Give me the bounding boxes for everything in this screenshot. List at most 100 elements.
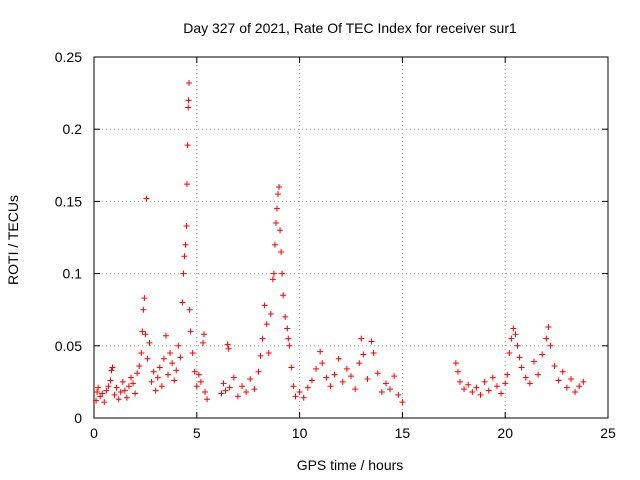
data-point-marker (142, 331, 149, 338)
data-point-marker (243, 389, 250, 396)
data-point-marker (360, 351, 367, 358)
data-point-marker (165, 371, 172, 378)
data-point-marker (469, 389, 476, 396)
data-point-marker (516, 354, 523, 361)
data-point-marker (391, 373, 398, 380)
data-point-marker (103, 387, 110, 394)
data-point-marker (539, 351, 546, 358)
data-point-marker (282, 313, 289, 320)
data-point-marker (370, 350, 377, 357)
data-point-marker (226, 384, 233, 391)
data-point-marker (94, 389, 101, 396)
data-point-marker (576, 383, 583, 390)
data-point-marker (465, 381, 472, 388)
y-tick-label: 0.1 (63, 266, 83, 282)
axis-ticks (93, 56, 609, 419)
data-point-marker (358, 335, 365, 342)
data-point-marker (563, 384, 570, 391)
data-point-marker (121, 387, 128, 394)
data-point-marker (257, 352, 264, 359)
data-point-marker (485, 387, 492, 394)
data-point-marker (265, 350, 272, 357)
data-point-marker (559, 368, 566, 375)
data-point-marker (101, 399, 108, 406)
data-points (93, 79, 587, 406)
data-point-marker (255, 368, 262, 375)
data-point-marker (202, 389, 209, 396)
data-point-marker (280, 292, 287, 299)
data-point-marker (399, 399, 406, 406)
data-point-marker (572, 389, 579, 396)
data-point-marker (378, 389, 385, 396)
data-point-marker (239, 383, 246, 390)
data-point-marker (275, 191, 282, 198)
data-point-marker (199, 339, 206, 346)
x-tick-label: 25 (600, 425, 616, 441)
data-point-marker (180, 270, 187, 277)
data-point-marker (119, 378, 126, 385)
data-point-marker (526, 380, 533, 387)
data-point-marker (183, 222, 190, 229)
data-point-marker (123, 394, 130, 401)
data-point-marker (387, 386, 394, 393)
data-point-marker (225, 345, 232, 352)
data-point-marker (251, 386, 258, 393)
data-point-marker (181, 253, 188, 260)
x-tick-label: 0 (90, 425, 98, 441)
data-point-marker (171, 377, 178, 384)
data-point-marker (374, 370, 381, 377)
plot-frame (93, 56, 609, 419)
x-tick-label: 20 (497, 425, 513, 441)
data-point-marker (502, 380, 509, 387)
data-point-marker (183, 181, 190, 188)
y-tick-label: 0 (74, 410, 82, 426)
data-point-marker (284, 325, 291, 332)
data-point-marker (141, 295, 148, 302)
data-point-marker (278, 248, 285, 255)
data-point-marker (276, 183, 283, 190)
data-point-marker (335, 355, 342, 362)
data-point-marker (111, 391, 118, 398)
data-point-marker (395, 391, 402, 398)
data-point-marker (580, 378, 587, 385)
data-point-marker (186, 306, 193, 313)
data-point-marker (308, 377, 315, 384)
data-point-marker (454, 368, 461, 375)
data-point-marker (162, 332, 169, 339)
data-point-marker (132, 390, 139, 397)
data-point-marker (113, 384, 120, 391)
data-point-marker (489, 374, 496, 381)
data-point-marker (144, 355, 151, 362)
data-point-marker (547, 342, 554, 349)
data-point-marker (259, 335, 266, 342)
data-point-marker (138, 350, 145, 357)
data-point-marker (285, 335, 292, 342)
data-point-marker (107, 377, 114, 384)
data-point-marker (339, 378, 346, 385)
data-point-marker (152, 387, 159, 394)
data-point-marker (317, 348, 324, 355)
data-point-marker (193, 383, 200, 390)
grid (94, 57, 608, 418)
data-point-marker (530, 358, 537, 365)
data-point-marker (304, 384, 311, 391)
data-point-marker (555, 377, 562, 384)
data-point-marker (218, 390, 225, 397)
data-point-marker (481, 378, 488, 385)
data-point-marker (128, 374, 135, 381)
data-point-marker (139, 328, 146, 335)
data-point-marker (95, 384, 102, 391)
data-point-marker (296, 389, 303, 396)
data-point-marker (348, 373, 354, 380)
data-point-marker (154, 374, 161, 381)
data-point-marker (234, 393, 241, 400)
data-point-marker (522, 374, 529, 381)
data-point-marker (261, 302, 268, 309)
data-point-marker (493, 383, 500, 390)
data-point-marker (143, 195, 150, 202)
data-point-marker (150, 368, 157, 375)
data-point-marker (220, 380, 227, 387)
data-point-marker (273, 205, 280, 212)
data-point-marker (156, 364, 163, 371)
